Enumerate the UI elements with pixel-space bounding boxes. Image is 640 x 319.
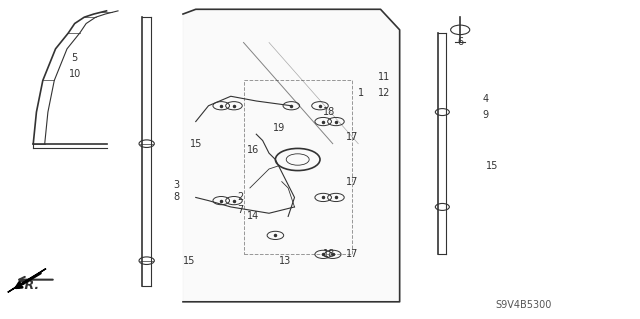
Text: 1: 1 (358, 88, 365, 98)
Text: 2: 2 (237, 192, 243, 203)
Text: 16: 16 (247, 145, 259, 155)
Text: 6: 6 (457, 38, 463, 48)
Text: 18: 18 (323, 249, 336, 259)
Text: 3: 3 (173, 180, 180, 190)
Text: 7: 7 (237, 205, 243, 215)
Text: 15: 15 (486, 161, 498, 171)
Text: 18: 18 (323, 107, 336, 117)
Text: 5: 5 (72, 53, 78, 63)
Text: 8: 8 (173, 192, 180, 203)
Text: FR.: FR. (17, 279, 40, 292)
Polygon shape (8, 269, 46, 292)
Text: 15: 15 (183, 256, 196, 266)
Text: 19: 19 (273, 123, 285, 133)
Text: 11: 11 (378, 72, 390, 82)
Text: 15: 15 (189, 139, 202, 149)
Text: 12: 12 (378, 88, 390, 98)
Text: 17: 17 (346, 249, 358, 259)
Text: 13: 13 (279, 256, 291, 266)
Text: 4: 4 (483, 94, 489, 104)
Text: 14: 14 (247, 211, 259, 221)
Text: 17: 17 (346, 132, 358, 142)
Text: S9V4B5300: S9V4B5300 (496, 300, 552, 310)
Polygon shape (183, 9, 399, 302)
Text: 10: 10 (68, 69, 81, 79)
Text: 9: 9 (483, 110, 489, 120)
Text: 17: 17 (346, 177, 358, 187)
